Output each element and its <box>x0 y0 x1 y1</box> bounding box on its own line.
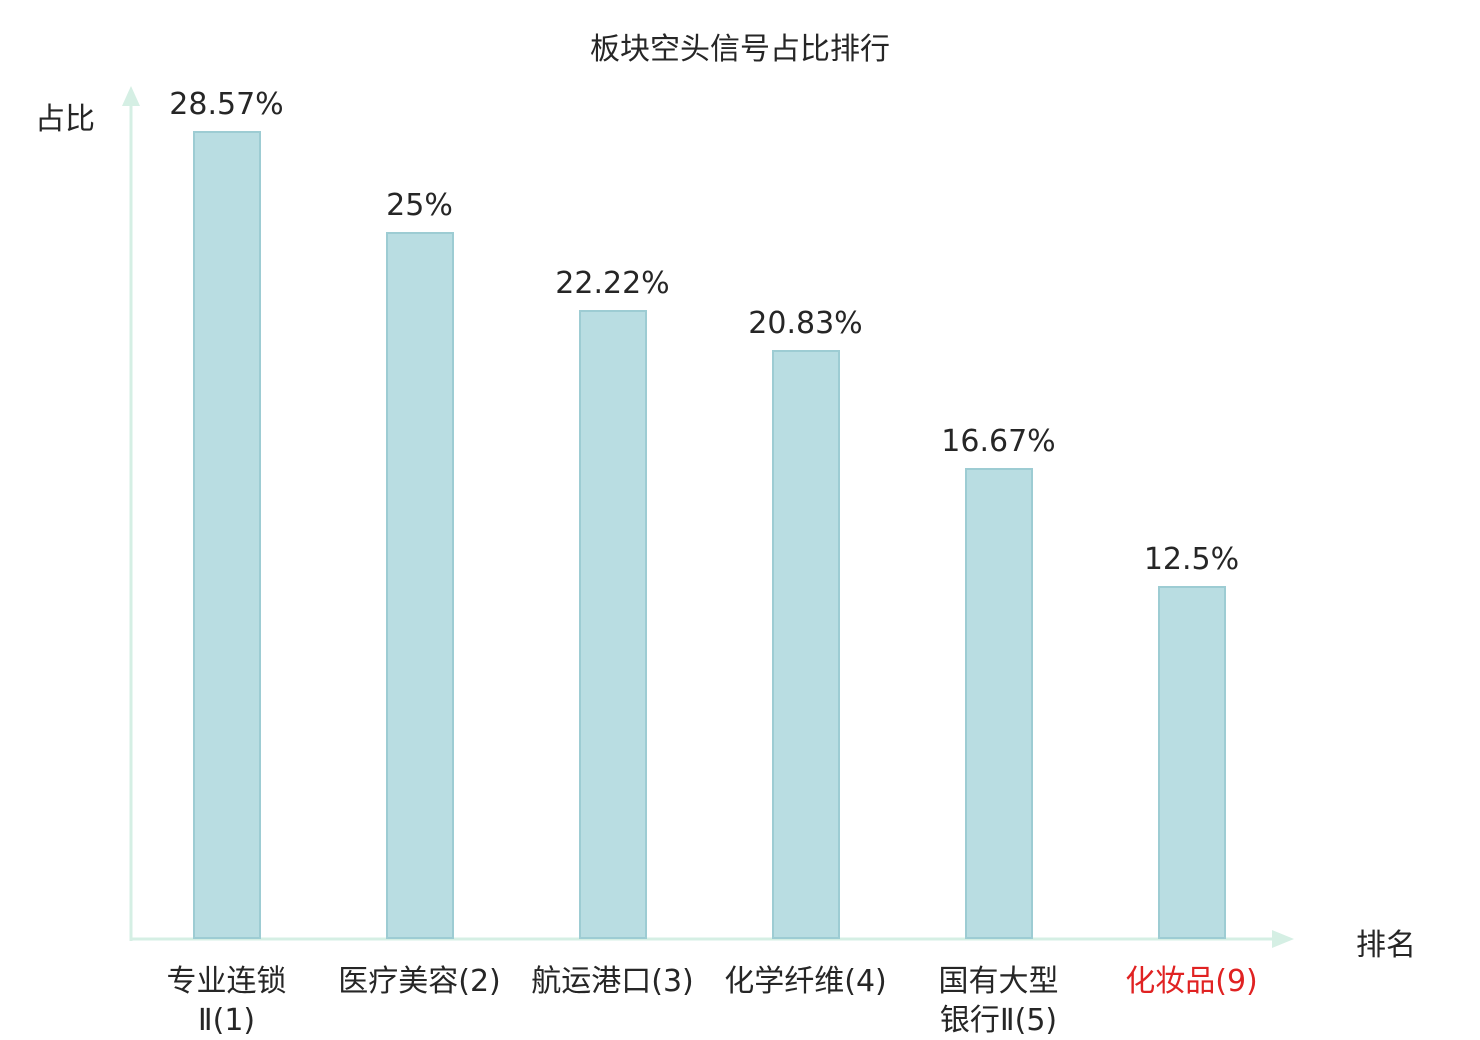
category-label: 航运港口(3) <box>531 964 694 999</box>
bar-6 <box>1157 586 1226 939</box>
bar-value-label: 25% <box>386 188 453 223</box>
bar-value-label: 22.22% <box>555 266 670 301</box>
bar-2 <box>385 232 454 939</box>
bar-3 <box>578 310 647 939</box>
bar-value-label: 16.67% <box>941 424 1056 459</box>
bar-5 <box>964 468 1033 939</box>
bar-1 <box>192 131 261 939</box>
category-label: 医疗美容(2) <box>338 964 501 999</box>
bar-value-label: 12.5% <box>1143 542 1240 577</box>
category-label: 国有大型 银行Ⅱ(5) <box>938 964 1059 1038</box>
x-axis-arrow-icon <box>1272 930 1294 948</box>
chart-title: 板块空头信号占比排行 <box>590 32 890 67</box>
category-label: 化妆品(9) <box>1125 964 1258 999</box>
category-label: 化学纤维(4) <box>724 964 887 999</box>
bar-value-label: 28.57% <box>169 87 284 122</box>
y-axis-arrow-icon <box>122 86 140 106</box>
bar-value-label: 20.83% <box>748 306 863 341</box>
y-axis-label: 占比 <box>35 102 95 137</box>
category-label: 专业连锁 Ⅱ(1) <box>166 964 287 1038</box>
bar-4 <box>771 350 840 939</box>
x-axis-label: 排名 <box>1356 928 1416 963</box>
